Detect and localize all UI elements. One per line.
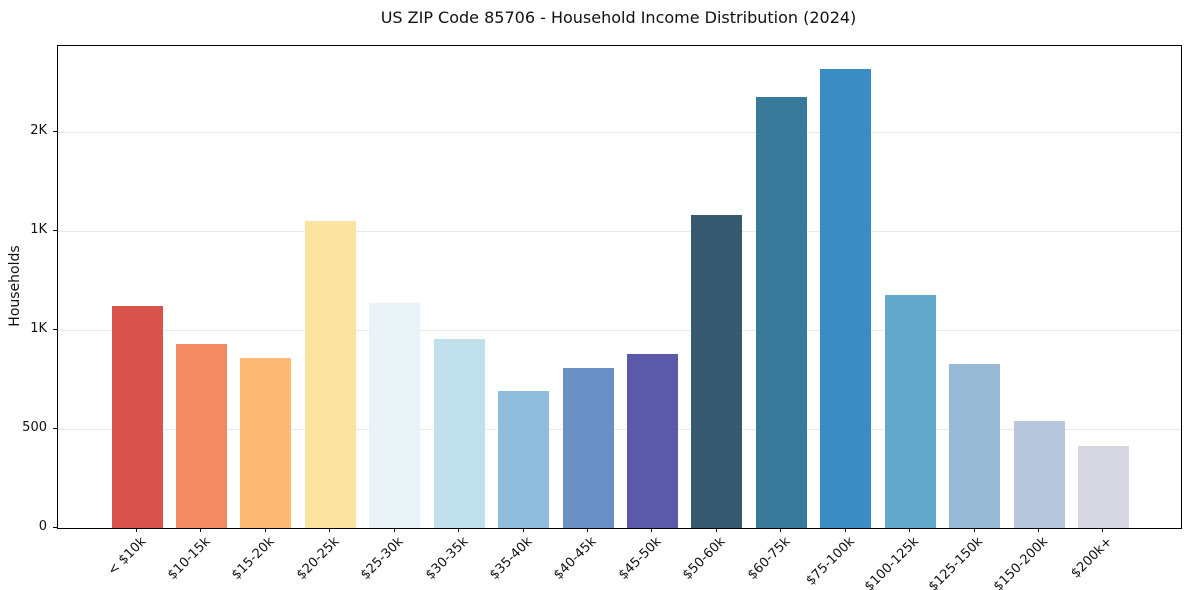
y-tick-label-1500: 1K (30, 222, 47, 238)
x-tick-mark-45-50k (651, 528, 653, 532)
x-tick-mark-40-45k (587, 528, 588, 532)
bar-25-30k (369, 302, 421, 528)
x-tick-mark-20-25k (329, 528, 331, 532)
gridline-1000 (58, 330, 1181, 332)
x-tick-mark-60-75k (780, 528, 782, 532)
bar-60-75k (755, 96, 807, 528)
y-tick-mark-500 (53, 428, 57, 430)
x-tick-label-40-45k: $40-45k (551, 534, 600, 583)
y-tick-mark-2000 (53, 131, 57, 133)
bar-10k (111, 305, 163, 528)
y-tick-mark-1000 (53, 329, 57, 331)
x-tick-label-20-25k: $20-25k (293, 534, 343, 583)
x-tick-label-30-35k: $30-35k (422, 534, 472, 583)
bar-35-40k (498, 391, 550, 528)
x-tick-label-100-125k: $100-125k (861, 534, 923, 590)
chart-title: US ZIP Code 85706 - Household Income Dis… (380, 8, 857, 27)
bar-75-100k (820, 69, 872, 528)
x-tick-label-25-30k: $25-30k (358, 534, 407, 583)
x-tick-label-50-60k: $50-60k (680, 534, 729, 583)
gridline-500 (58, 429, 1181, 431)
bar-100-125k (884, 294, 936, 528)
y-tick-label-0: 0 (38, 519, 47, 534)
x-tick-mark-30-35k (458, 528, 460, 532)
x-tick-label-10-15k: $10-15k (164, 534, 214, 583)
x-tick-label-150-200k: $150-200k (990, 534, 1051, 590)
x-tick-label-35-40k: $35-40k (487, 534, 536, 583)
x-tick-mark-125-150k (973, 528, 975, 532)
x-tick-mark-100-125k (909, 528, 911, 532)
bar-125-150k (949, 364, 1001, 528)
x-tick-mark-15-20k (264, 528, 266, 532)
plot-area (57, 45, 1182, 529)
x-tick-mark-10k (136, 528, 137, 532)
bar-20-25k (304, 221, 356, 528)
x-tick-label-45-50k: $45-50k (615, 534, 665, 583)
gridline-1500 (58, 231, 1181, 233)
x-tick-label-125-150k: $125-150k (926, 534, 987, 590)
bar-50-60k (691, 214, 743, 528)
bar-30-35k (433, 339, 485, 528)
x-tick-mark-150-200k (1038, 528, 1040, 532)
x-tick-label-15-20k: $15-20k (229, 534, 278, 583)
bar-150-200k (1013, 421, 1065, 528)
x-tick-mark-200k (1102, 528, 1104, 532)
y-axis-label: Households (7, 245, 23, 327)
x-tick-label-200k: $200k+ (1068, 534, 1116, 582)
y-tick-mark-1500 (53, 230, 57, 232)
bar-40-45k (562, 368, 614, 528)
x-tick-mark-75-100k (844, 528, 846, 532)
x-tick-mark-10-15k (200, 528, 202, 532)
y-tick-label-2000: 2K (30, 123, 47, 139)
x-tick-label-60-75k: $60-75k (744, 534, 794, 583)
x-tick-mark-50-60k (715, 528, 717, 532)
x-tick-label-75-100k: $75-100k (803, 534, 858, 589)
bar-200k (1077, 445, 1129, 528)
x-tick-mark-25-30k (393, 528, 395, 532)
y-tick-label-500: 500 (22, 420, 47, 436)
bar-10-15k (175, 344, 227, 528)
x-tick-mark-35-40k (522, 528, 524, 532)
y-tick-label-1000: 1K (30, 321, 47, 337)
gridline-2000 (58, 132, 1181, 134)
x-tick-label-10k: < $10k (104, 534, 149, 579)
bar-45-50k (626, 353, 678, 528)
y-tick-mark-0 (53, 527, 57, 528)
bar-15-20k (240, 358, 292, 528)
